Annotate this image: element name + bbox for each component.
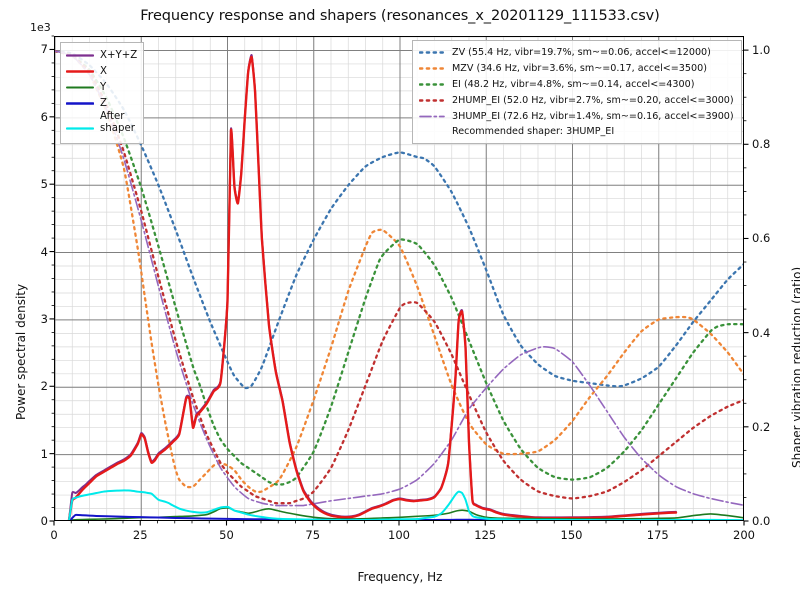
x-tick-label-175: 175 — [646, 528, 669, 542]
legend-label-3hump-ei: 3HUMP_EI (72.6 Hz, vibr=1.4%, sm~=0.16, … — [452, 110, 734, 122]
x-tick-label-75: 75 — [305, 528, 321, 542]
x-tick-label-0: 0 — [50, 528, 58, 542]
legend-item-3hump-ei: 3HUMP_EI (72.6 Hz, vibr=1.4%, sm~=0.16, … — [419, 108, 734, 124]
legend-swatch-zv — [418, 47, 446, 58]
shaper-curve-2hump_ei — [55, 49, 743, 505]
x-tick-label-50: 50 — [219, 528, 234, 542]
shaper-legend: ZV (55.4 Hz, vibr=19.7%, sm~=0.06, accel… — [412, 40, 742, 144]
legend-item-x: X — [65, 63, 137, 79]
y-tick-label-right-1.0: 1.0 — [752, 43, 771, 58]
legend-label-2hump-ei: 2HUMP_EI (52.0 Hz, vibr=2.7%, sm~=0.20, … — [452, 94, 734, 106]
psd-curve-after-shaper — [67, 489, 743, 520]
x-tick-label-100: 100 — [388, 528, 410, 542]
y-tick-label-left-2: 2 — [40, 379, 48, 394]
legend-swatch-x — [65, 66, 95, 77]
chart-title: Frequency response and shapers (resonanc… — [140, 8, 660, 24]
x-tick-label-25: 25 — [132, 528, 148, 542]
legend-label-xyz: X+Y+Z — [100, 49, 138, 61]
legend-item-zv: ZV (55.4 Hz, vibr=19.7%, sm~=0.06, accel… — [418, 45, 734, 61]
legend-item-after-shaper: After shaper — [65, 111, 137, 139]
legend-swatch-after-shaper — [65, 123, 95, 134]
y-axis-exponent-label: 1e3 — [30, 21, 51, 34]
psd-curve-x — [67, 55, 678, 520]
plot-area — [54, 36, 744, 521]
y-tick-label-right-0.6: 0.6 — [752, 231, 771, 246]
legend-swatch-mzv — [418, 63, 446, 74]
legend-label-z: Z — [100, 97, 107, 109]
legend-label-ei: EI (48.2 Hz, vibr=4.8%, sm~=0.14, accel<… — [452, 78, 695, 90]
shaper-curve-mzv — [55, 49, 743, 494]
y-tick-label-left-7: 7 — [40, 42, 48, 57]
legend-swatch-z — [65, 98, 95, 109]
legend-item-ei: EI (48.2 Hz, vibr=4.8%, sm~=0.14, accel<… — [418, 77, 734, 93]
legend-label-after-shaper-line1: After — [100, 111, 125, 122]
legend-item-mzv: MZV (34.6 Hz, vibr=3.6%, sm~=0.17, accel… — [418, 61, 734, 77]
legend-label-zv: ZV (55.4 Hz, vibr=19.7%, sm~=0.06, accel… — [452, 47, 711, 59]
shaper-curve-ei — [55, 49, 743, 486]
y-tick-label-left-3: 3 — [40, 311, 48, 326]
legend-label-y: Y — [100, 81, 107, 93]
x-tick-label-125: 125 — [474, 528, 497, 542]
legend-swatch-xyz — [65, 50, 95, 61]
legend-label-mzv: MZV (34.6 Hz, vibr=3.6%, sm~=0.17, accel… — [452, 63, 707, 75]
legend-swatch-2hump-ei — [418, 95, 446, 106]
y-tick-label-left-5: 5 — [40, 177, 48, 192]
legend-item-z: Z — [65, 95, 137, 111]
y-tick-label-left-6: 6 — [40, 109, 48, 124]
legend-swatch-ei — [418, 79, 446, 90]
legend-label-after-shaper-line2: shaper — [100, 122, 135, 134]
legend-item-2hump-ei: 2HUMP_EI (52.0 Hz, vibr=2.7%, sm~=0.20, … — [418, 92, 734, 108]
legend-swatch-y — [66, 82, 94, 93]
data-curves-layer — [55, 49, 743, 520]
y-tick-label-left-4: 4 — [40, 244, 48, 259]
y-tick-label-right-0.0: 0.0 — [752, 514, 771, 528]
legend-item-xyz: X+Y+Z — [65, 47, 138, 63]
y-tick-label-right-0.4: 0.4 — [752, 325, 771, 340]
shaper-curve-3hump_ei — [55, 50, 743, 507]
shaper-curve-zv — [55, 49, 743, 390]
y-tick-label-left-0: 0 — [40, 514, 48, 528]
legend-swatch-3hump-ei — [419, 111, 445, 122]
x-tick-label-200: 200 — [733, 528, 755, 542]
y-tick-label-left-1: 1 — [40, 446, 48, 461]
series-legend: X+Y+Z X Y Z After shaper — [60, 42, 145, 144]
x-axis-label: Frequency, Hz — [357, 570, 443, 584]
psd-curve-y — [70, 507, 743, 520]
x-tick-label-150: 150 — [560, 528, 583, 542]
y-tick-label-right-0.8: 0.8 — [752, 137, 771, 152]
recommended-shaper-note: Recommended shaper: 3HUMP_EI — [452, 125, 615, 137]
y-tick-label-right-0.2: 0.2 — [752, 419, 771, 434]
legend-label-x: X — [100, 65, 107, 77]
legend-item-y: Y — [66, 79, 137, 95]
